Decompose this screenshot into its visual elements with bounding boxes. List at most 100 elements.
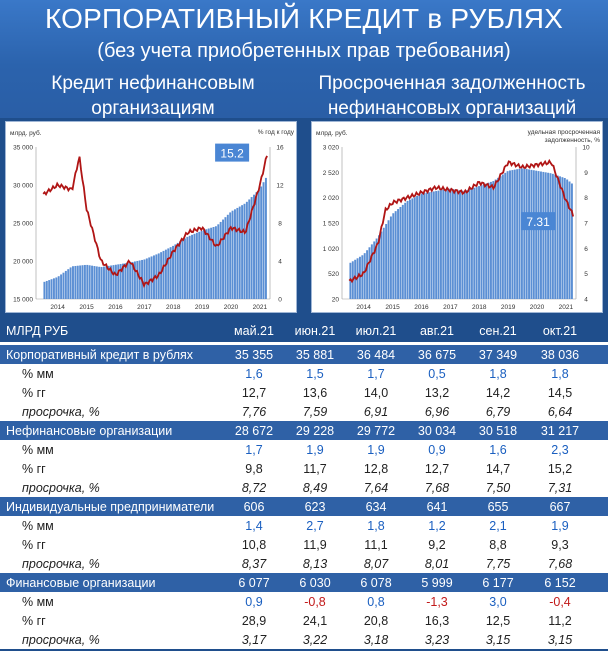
row-value: 6,96	[424, 404, 450, 419]
section-row: Нефинансовые организации 28 672 29 228 29 7…	[0, 421, 608, 440]
row-value: 3,22	[302, 632, 328, 647]
bar	[198, 231, 201, 299]
bar	[489, 181, 492, 299]
row-label: % гг	[22, 537, 46, 552]
section-value: 623	[304, 499, 326, 514]
bar	[260, 186, 263, 299]
row-value: 7,50	[485, 480, 511, 495]
bar	[188, 235, 191, 299]
row-label: просрочка, %	[22, 404, 100, 419]
bar	[224, 217, 227, 299]
table-row: % гг 9,8 11,7 12,8 12,7 14,7 15,2	[0, 459, 608, 478]
bar	[397, 209, 400, 299]
bar	[233, 209, 236, 299]
bar	[523, 168, 526, 299]
row-label: % мм	[22, 442, 54, 457]
row-value: 7,59	[302, 404, 328, 419]
bar	[60, 274, 63, 299]
y-tick-label: 35 000	[13, 145, 33, 152]
bar	[389, 216, 392, 299]
row-value: 8,13	[302, 556, 328, 571]
bar	[413, 197, 416, 299]
bar	[112, 265, 115, 299]
month-header: сен.21	[479, 324, 517, 338]
bar	[138, 260, 141, 299]
y-axis-label: млрд. руб.	[316, 129, 348, 137]
row-value: 6,79	[485, 404, 511, 419]
bar	[535, 170, 538, 299]
section-value: 606	[243, 499, 265, 514]
row-value: 1,4	[245, 518, 263, 533]
table-header-row: МЛРД РУБ май.21 июн.21 июл.21 авг.21 сен.21 ок…	[0, 320, 608, 345]
table-row: % мм 0,9 -0,8 0,8 -1,3 3,0 -0,4	[0, 592, 608, 611]
bar	[162, 250, 165, 299]
y2-tick-label: 9	[584, 170, 588, 177]
row-value: 20,8	[363, 613, 389, 628]
bar	[253, 194, 255, 299]
bar	[64, 270, 67, 299]
bar	[444, 189, 447, 299]
bar	[380, 231, 383, 299]
row-value: 1,8	[367, 518, 385, 533]
bar	[200, 230, 203, 299]
section-value: 6 177	[482, 575, 514, 590]
bar	[95, 266, 98, 299]
bar	[375, 238, 378, 299]
bar	[561, 177, 564, 299]
row-value: 3,0	[489, 594, 507, 609]
bar	[394, 211, 397, 299]
section-value: 35 881	[295, 347, 335, 362]
section-value: 29 772	[356, 423, 396, 438]
bar	[425, 192, 428, 299]
row-value: 1,9	[367, 442, 385, 457]
row-value: 1,6	[245, 366, 263, 381]
bar	[205, 229, 208, 299]
row-value: 0,8	[367, 594, 385, 609]
section-value: 35 355	[234, 347, 274, 362]
row-value: 1,9	[306, 442, 324, 457]
y2-tick-label: 8	[278, 221, 282, 228]
bar	[497, 177, 500, 299]
bar	[124, 263, 127, 299]
chart-right-panel: млрд. руб. удельная просроченная задолженн…	[311, 121, 603, 313]
page-subtitle: (без учета приобретенных прав требования…	[97, 40, 511, 62]
bar	[463, 191, 466, 299]
page-title: КОРПОРАТИВНЫЙ КРЕДИТ в РУБЛЯХ	[44, 3, 564, 34]
value-badge	[215, 143, 250, 162]
bar	[83, 264, 86, 299]
x-tick-label: 2015	[385, 304, 400, 311]
bar	[566, 179, 569, 299]
bar	[563, 178, 566, 299]
bar	[542, 171, 545, 299]
bar	[172, 245, 174, 299]
bar	[217, 224, 220, 299]
row-value: 12,8	[363, 461, 389, 476]
bar	[361, 255, 364, 299]
y-tick-label: 25 000	[13, 221, 33, 228]
bar	[91, 265, 94, 299]
section-value: 6 078	[360, 575, 392, 590]
bar	[363, 253, 366, 299]
bar	[368, 247, 371, 299]
section-value: 37 349	[478, 347, 518, 362]
y-tick-label: 1 520	[323, 221, 340, 228]
bar	[212, 227, 215, 299]
x-tick-label: 2019	[195, 304, 210, 311]
bar	[428, 192, 430, 299]
row-value: 0,9	[428, 442, 446, 457]
bar	[485, 183, 488, 299]
bar	[549, 173, 552, 299]
bar	[420, 193, 423, 299]
bar	[169, 247, 172, 299]
y2-tick-label: 7	[584, 221, 588, 228]
value-badge-label: 15.2	[220, 147, 244, 161]
bar	[257, 189, 260, 299]
bar	[43, 281, 46, 299]
row-value: 1,5	[306, 366, 324, 381]
bar	[160, 252, 163, 299]
section-value: 6 030	[299, 575, 331, 590]
series-line	[42, 155, 268, 289]
bar	[238, 206, 241, 299]
bar	[478, 186, 480, 299]
bar	[416, 195, 419, 299]
